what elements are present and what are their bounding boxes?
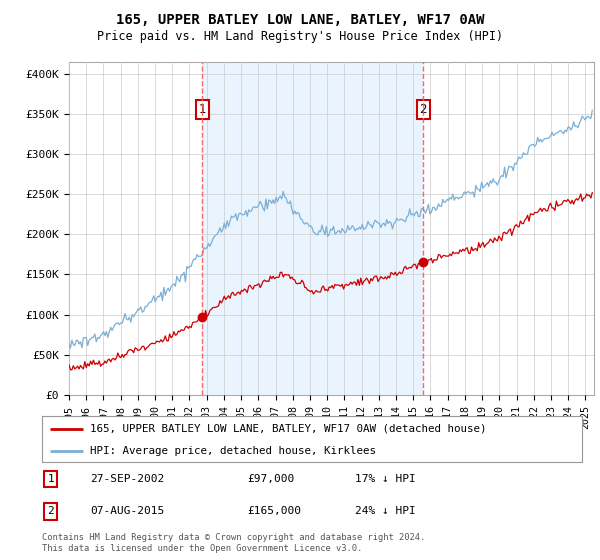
Text: 1: 1	[47, 474, 54, 484]
Text: 07-AUG-2015: 07-AUG-2015	[91, 506, 165, 516]
Text: 165, UPPER BATLEY LOW LANE, BATLEY, WF17 0AW (detached house): 165, UPPER BATLEY LOW LANE, BATLEY, WF17…	[89, 424, 486, 434]
Text: 165, UPPER BATLEY LOW LANE, BATLEY, WF17 0AW: 165, UPPER BATLEY LOW LANE, BATLEY, WF17…	[116, 13, 484, 27]
Text: 17% ↓ HPI: 17% ↓ HPI	[355, 474, 416, 484]
Text: Price paid vs. HM Land Registry's House Price Index (HPI): Price paid vs. HM Land Registry's House …	[97, 30, 503, 43]
Text: £165,000: £165,000	[247, 506, 301, 516]
Text: HPI: Average price, detached house, Kirklees: HPI: Average price, detached house, Kirk…	[89, 446, 376, 455]
Text: £97,000: £97,000	[247, 474, 295, 484]
Text: Contains HM Land Registry data © Crown copyright and database right 2024.
This d: Contains HM Land Registry data © Crown c…	[42, 533, 425, 553]
Text: 2: 2	[47, 506, 54, 516]
Bar	[202, 62, 423, 395]
Text: 27-SEP-2002: 27-SEP-2002	[91, 474, 165, 484]
Text: 2: 2	[419, 104, 427, 116]
Text: 24% ↓ HPI: 24% ↓ HPI	[355, 506, 416, 516]
Text: 1: 1	[199, 104, 206, 116]
